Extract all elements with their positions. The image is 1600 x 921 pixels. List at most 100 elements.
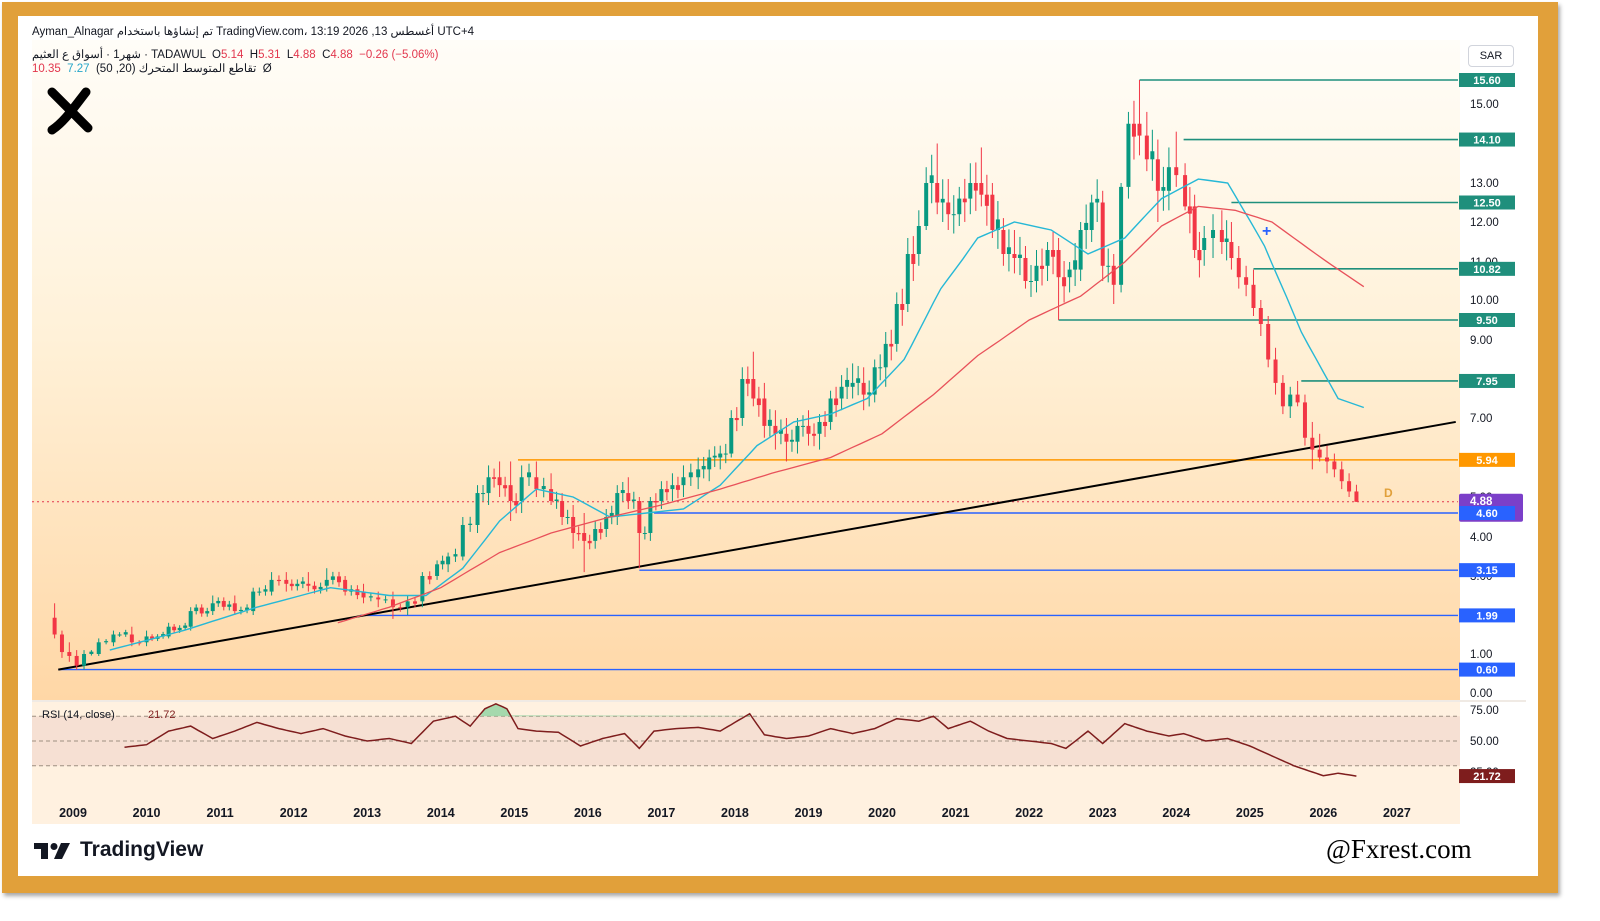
- candle-197: [1224, 238, 1229, 242]
- resistance-1-tag-bg: [1459, 132, 1515, 147]
- candle-78: [549, 489, 554, 501]
- candle-45: [330, 576, 335, 580]
- candle-107: [712, 455, 717, 458]
- x-tick-12: 2021: [942, 806, 970, 820]
- candle-151: [957, 198, 962, 215]
- currency-button[interactable]: SAR: [1468, 45, 1514, 67]
- candle-93: [631, 499, 636, 501]
- candle-105: [701, 465, 706, 470]
- candle-74: [519, 477, 524, 501]
- candle-20: [183, 625, 188, 628]
- candle-123: [800, 425, 805, 427]
- candle-189: [1174, 167, 1179, 176]
- support-1-tag-bg: [1459, 563, 1515, 578]
- visibility-icon[interactable]: Ø: [262, 63, 272, 75]
- x-tick-1: 2010: [133, 806, 161, 820]
- support-3-tag-bg: [1459, 662, 1515, 677]
- candle-24: [205, 611, 210, 614]
- candle-91: [620, 490, 625, 494]
- candle-159: [1001, 230, 1006, 254]
- candle-138: [883, 343, 888, 368]
- candle-37: [284, 579, 289, 584]
- candle-149: [946, 202, 951, 215]
- candle-128: [828, 398, 833, 422]
- rsi-tick-1: 50.00: [1470, 736, 1499, 748]
- x-tick-9: 2018: [721, 806, 749, 820]
- candle-207: [1295, 394, 1300, 403]
- candle-170: [1062, 277, 1067, 287]
- candle-9: [117, 634, 122, 636]
- candle-66: [475, 493, 480, 525]
- candle-208: [1302, 402, 1307, 438]
- candle-122: [795, 425, 800, 442]
- orange-level-tag: 5.94: [1476, 455, 1498, 467]
- candle-205: [1280, 382, 1285, 407]
- author-timestamp: Ayman_Alnagar تم إنشاؤها باستخدام Tradin…: [32, 26, 475, 38]
- candle-145: [924, 183, 929, 226]
- candle-61: [440, 560, 445, 565]
- candle-162: [1017, 254, 1022, 258]
- candle-203: [1266, 324, 1271, 360]
- candle-143: [911, 254, 916, 264]
- resistance-0-tag-bg: [1459, 73, 1515, 87]
- low-value: 4.88: [293, 49, 316, 61]
- candle-13: [144, 636, 149, 643]
- candle-184: [1144, 135, 1149, 160]
- symbol-name: شهر1 · أسواق ع العثيم · TADAWUL: [32, 49, 206, 61]
- candle-152: [962, 198, 967, 203]
- candle-136: [872, 367, 877, 395]
- candle-80: [560, 501, 565, 517]
- candle-64: [460, 525, 465, 557]
- candle-125: [812, 433, 817, 436]
- candle-120: [784, 433, 789, 442]
- candle-86: [593, 529, 598, 541]
- candle-90: [615, 493, 620, 517]
- y-tick-2: 12.00: [1470, 217, 1499, 229]
- resistance-5-tag-bg: [1459, 373, 1515, 388]
- candle-202: [1258, 308, 1263, 324]
- candle-5: [89, 651, 94, 654]
- y-tick-5: 9.00: [1470, 335, 1492, 347]
- candle-35: [269, 579, 274, 592]
- candle-132: [850, 382, 855, 387]
- candle-88: [604, 517, 609, 529]
- candle-186: [1155, 159, 1160, 191]
- x-tick-13: 2022: [1015, 806, 1043, 820]
- candle-16: [161, 634, 166, 637]
- candle-108: [718, 453, 723, 458]
- candle-126: [817, 421, 822, 434]
- y-tick-1: 13.00: [1470, 178, 1499, 190]
- candle-73: [514, 501, 519, 506]
- candle-33: [257, 591, 262, 593]
- support-3-tag: 0.60: [1476, 665, 1497, 677]
- candle-155: [979, 183, 984, 195]
- high-value: 5.31: [258, 49, 281, 61]
- candle-193: [1197, 250, 1202, 261]
- resistance-1-tag: 14.10: [1473, 135, 1501, 147]
- y-tick-4: 10.00: [1470, 295, 1499, 307]
- candle-55: [398, 607, 403, 609]
- candle-95: [642, 533, 647, 534]
- candle-154: [973, 183, 978, 191]
- candle-129: [834, 398, 839, 406]
- candle-153: [968, 183, 973, 199]
- support-0-tag: 4.60: [1476, 508, 1497, 520]
- candle-135: [867, 392, 872, 395]
- candle-198: [1229, 242, 1234, 258]
- candle-68: [486, 477, 491, 494]
- watermark: @Fxrest.com: [1326, 834, 1472, 864]
- candle-179: [1111, 265, 1116, 285]
- candle-79: [554, 499, 559, 501]
- change-value: −0.26 (−5.06%): [359, 49, 439, 61]
- candle-144: [916, 226, 921, 254]
- candle-23: [199, 607, 204, 614]
- candle-47: [343, 579, 348, 592]
- candle-100: [670, 485, 675, 490]
- candle-172: [1073, 260, 1078, 270]
- candle-69: [492, 477, 497, 479]
- candle-174: [1084, 222, 1089, 230]
- ma-legend: تقاطع المتوسط المتحرك (20, 50) 7.27 10.3…: [32, 61, 272, 75]
- candle-103: [688, 472, 693, 478]
- close-value: 4.88: [330, 49, 353, 61]
